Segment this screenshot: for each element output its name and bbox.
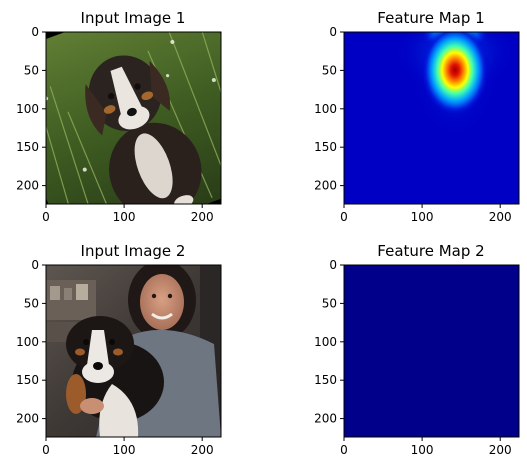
y-axis: 0 50 100 150 200 xyxy=(16,25,46,193)
input-image-2 xyxy=(46,265,221,437)
x-tick-label: 0 xyxy=(340,210,348,224)
feature-map-2-heatmap xyxy=(344,265,519,437)
y-tick-label: 50 xyxy=(322,63,337,77)
x-tick-label: 100 xyxy=(113,210,136,224)
input-image-1 xyxy=(46,32,221,204)
y-tick-label: 0 xyxy=(329,25,337,39)
axes-frame xyxy=(343,31,520,205)
y-tick-label: 100 xyxy=(314,335,337,349)
y-axis: 0 50 100 150 200 xyxy=(16,258,46,426)
x-tick-label: 200 xyxy=(489,210,512,224)
panel-feature-map-1: Feature Map 1 0 100 200 0 50 100 150 xyxy=(314,9,520,224)
x-axis: 0 100 200 xyxy=(340,204,512,224)
x-tick-label: 0 xyxy=(42,210,50,224)
x-axis: 0 100 200 xyxy=(42,204,214,224)
feature-map-1-heatmap xyxy=(344,32,519,204)
axes-frame xyxy=(45,31,222,205)
y-axis: 0 50 100 150 200 xyxy=(314,25,344,193)
y-tick-label: 200 xyxy=(314,179,337,193)
panel-feature-map-2: Feature Map 2 0 100 200 0 50 100 150 200 xyxy=(314,242,520,457)
panel-title: Feature Map 1 xyxy=(377,9,484,27)
y-tick-label: 150 xyxy=(314,140,337,154)
x-tick-label: 0 xyxy=(42,443,50,457)
panel-title: Input Image 2 xyxy=(81,242,186,260)
x-tick-label: 0 xyxy=(340,443,348,457)
y-tick-label: 200 xyxy=(16,412,39,426)
panel-title: Input Image 1 xyxy=(81,9,186,27)
x-tick-label: 200 xyxy=(489,443,512,457)
x-tick-label: 100 xyxy=(411,443,434,457)
y-tick-label: 150 xyxy=(16,373,39,387)
y-tick-label: 200 xyxy=(314,412,337,426)
y-tick-label: 100 xyxy=(314,102,337,116)
hotspot-main xyxy=(421,32,489,116)
y-tick-label: 50 xyxy=(24,63,39,77)
y-tick-label: 50 xyxy=(322,296,337,310)
x-tick-label: 100 xyxy=(411,210,434,224)
x-axis: 0 100 200 xyxy=(340,437,512,457)
x-tick-label: 100 xyxy=(113,443,136,457)
y-tick-label: 0 xyxy=(31,25,39,39)
panel-input-image-2: Input Image 2 xyxy=(16,242,222,457)
y-tick-label: 200 xyxy=(16,179,39,193)
panel-input-image-1: Input Image 1 xyxy=(16,9,222,224)
y-tick-label: 100 xyxy=(16,102,39,116)
y-tick-label: 0 xyxy=(31,258,39,272)
y-tick-label: 50 xyxy=(24,296,39,310)
x-axis: 0 100 200 xyxy=(42,437,214,457)
axes-frame xyxy=(45,264,222,438)
y-tick-label: 150 xyxy=(16,140,39,154)
y-tick-label: 150 xyxy=(314,373,337,387)
x-tick-label: 200 xyxy=(191,443,214,457)
y-tick-label: 0 xyxy=(329,258,337,272)
x-tick-label: 200 xyxy=(191,210,214,224)
y-axis: 0 50 100 150 200 xyxy=(314,258,344,426)
y-tick-label: 100 xyxy=(16,335,39,349)
axes-frame xyxy=(343,264,520,438)
panel-title: Feature Map 2 xyxy=(377,242,484,260)
